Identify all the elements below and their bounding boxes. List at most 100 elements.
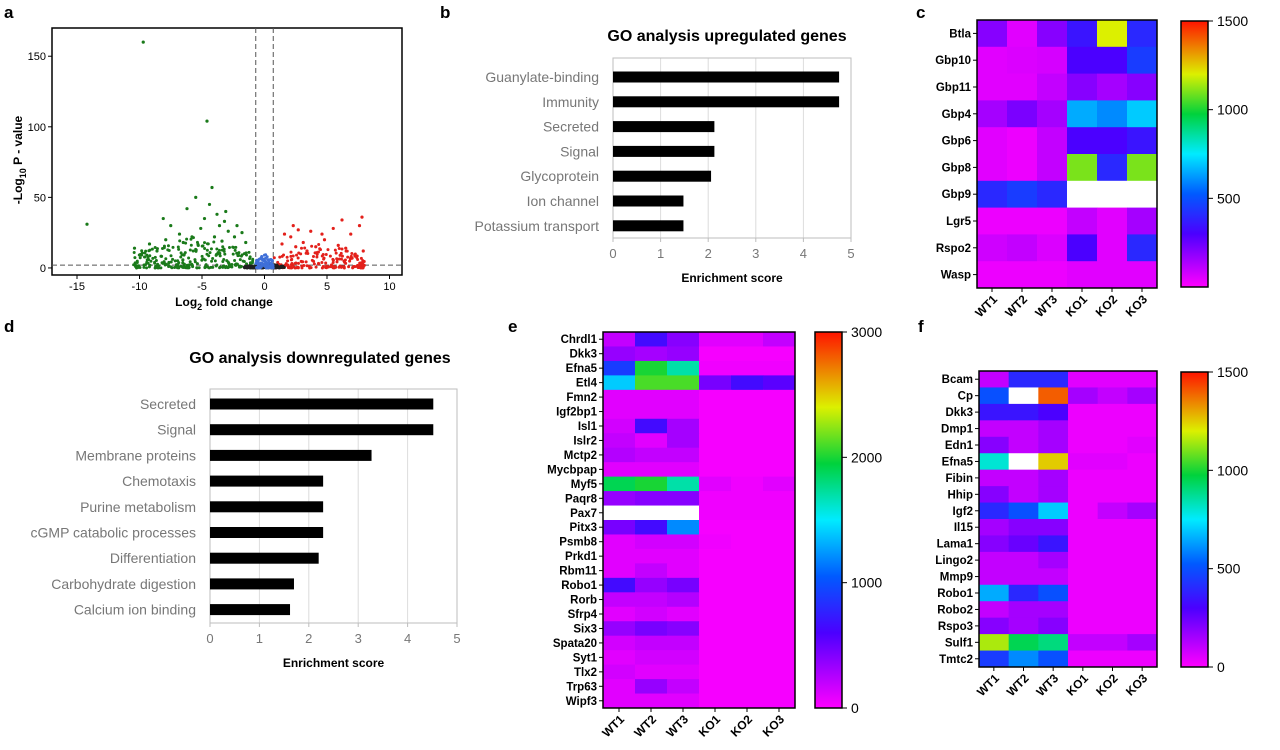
heatmap-f-cell	[1097, 453, 1128, 471]
heatmap-e: Chrdl1 Dkk3 Efna5 Etl4 Fmn2 Igf2bp1 Isl1 Islr2 M…	[547, 324, 882, 740]
volcano-point-downregulated	[176, 245, 180, 249]
volcano-point-downregulated	[162, 244, 166, 248]
volcano-point-upregulated	[346, 255, 350, 259]
volcano-point-upregulated	[358, 264, 362, 268]
volcano-point-upregulated	[356, 258, 360, 262]
heatmap-c-cell	[1067, 46, 1098, 75]
heatmap-f-cell	[1038, 486, 1069, 504]
heatmap-f-cell	[979, 371, 1010, 388]
heatmap-c-cell	[1067, 207, 1098, 235]
heatmap-e-cell	[731, 664, 764, 680]
heatmap-e-cell	[763, 332, 796, 347]
heatmap-e-cell	[667, 476, 700, 492]
volcano-point-downregulated	[212, 240, 216, 244]
volcano-point-downregulated	[227, 245, 231, 249]
heatmap-f-cell	[1068, 403, 1099, 421]
heatmap-c-cell	[1127, 127, 1158, 155]
volcano-point-upregulated	[324, 253, 328, 257]
volcano-point-upregulated	[300, 266, 304, 270]
volcano-point-upregulated	[353, 253, 357, 257]
volcano-point-downregulated	[155, 249, 159, 253]
go-down-x-tick-label-3: 3	[355, 631, 362, 646]
volcano-point-upregulated	[303, 246, 307, 250]
volcano-point-downregulated	[181, 258, 185, 262]
volcano-point-upregulated	[286, 259, 290, 263]
heatmap-e-colorbar-tick-label: 2000	[851, 449, 882, 465]
volcano-point-upregulated	[304, 260, 308, 264]
volcano-point-downregulated	[247, 250, 251, 254]
go-down-x-tick-label-5: 5	[453, 631, 460, 646]
heatmap-e-cell	[635, 447, 668, 463]
heatmap-e-row-label: Sfrp4	[568, 609, 598, 621]
volcano-point-upregulated	[359, 256, 363, 260]
heatmap-c-cell	[1127, 20, 1158, 48]
heatmap-e-cell	[635, 462, 668, 478]
volcano-point-downregulated	[155, 265, 159, 269]
heatmap-e-cell	[731, 447, 764, 463]
heatmap-f-cell	[1097, 371, 1128, 388]
volcano-point-downregulated	[147, 249, 151, 253]
volcano-point-upregulated	[296, 228, 300, 232]
volcano-point-downregulated	[188, 248, 192, 252]
volcano-point-not-significant	[274, 266, 278, 270]
heatmap-f-cell	[1068, 568, 1099, 586]
heatmap-f-cell	[1008, 436, 1039, 454]
heatmap-c-colorbar-tick-label: 1500	[1217, 13, 1248, 29]
volcano-point-upregulated	[312, 262, 316, 266]
volcano-point-downregulated	[205, 119, 209, 123]
heatmap-f-cell	[1068, 387, 1099, 405]
heatmap-c-cell	[1097, 180, 1128, 209]
volcano-point-upregulated	[301, 260, 305, 264]
heatmap-c-cell	[1097, 127, 1128, 155]
heatmap-e-cell	[603, 462, 636, 478]
heatmap-f-cell	[1068, 584, 1099, 602]
volcano-point-downregulated	[210, 185, 214, 190]
volcano-point-downregulated	[153, 255, 157, 259]
volcano-point-downregulated	[171, 257, 175, 261]
heatmap-f-cell	[1127, 420, 1158, 438]
volcano-point-upregulated	[278, 255, 282, 259]
heatmap-e-cell	[667, 332, 700, 347]
heatmap-f-cell	[1127, 584, 1158, 602]
heatmap-c-row-label: Gbp9	[942, 189, 971, 201]
volcano-point-upregulated	[289, 235, 293, 239]
volcano-point-upregulated	[338, 253, 342, 257]
volcano-point-downregulated	[132, 246, 137, 250]
heatmap-f-cell	[1038, 436, 1069, 454]
heatmap-e-cell	[635, 418, 668, 434]
heatmap-f-row-label: Hhip	[947, 489, 973, 501]
heatmap-c-cell	[1007, 261, 1038, 289]
volcano-point-upregulated	[342, 265, 346, 269]
heatmap-f-cell	[1097, 486, 1128, 504]
heatmap-f-cell	[1068, 420, 1099, 438]
heatmap-e-row-label: Fmn2	[566, 392, 597, 404]
volcano-point-downregulated	[195, 262, 199, 266]
volcano-point-downregulated	[155, 247, 159, 251]
volcano-point-upregulated	[289, 254, 293, 258]
heatmap-e-cell	[699, 606, 732, 622]
volcano-point-upregulated	[331, 226, 335, 231]
heatmap-c-cell	[1007, 207, 1038, 235]
heatmap-e-cell	[699, 635, 732, 651]
heatmap-f-cell	[1038, 601, 1069, 619]
heatmap-e-cell	[731, 505, 764, 521]
heatmap-c-cell	[1067, 154, 1098, 182]
volcano-point-downregulated	[190, 235, 194, 239]
heatmap-c-cell	[1127, 46, 1158, 75]
volcano-point-fold-change-filtered	[265, 266, 269, 270]
volcano-point-upregulated	[293, 266, 297, 270]
heatmap-c-cell	[977, 46, 1008, 75]
volcano-point-downregulated	[133, 256, 137, 260]
volcano-point-downregulated	[162, 260, 166, 264]
panel-label-a: a	[4, 3, 14, 22]
volcano-point-upregulated	[314, 245, 318, 249]
heatmap-c-row-label: Gbp4	[942, 109, 972, 121]
heatmap-e-row-label: Psmb8	[559, 537, 597, 549]
volcano-point-upregulated	[289, 250, 293, 254]
heatmap-e-cell	[667, 491, 700, 507]
go-down-x-tick-label-1: 1	[256, 631, 263, 646]
volcano-point-downregulated	[173, 259, 177, 263]
volcano-point-fold-change-filtered	[264, 256, 268, 260]
volcano-point-downregulated	[221, 245, 225, 249]
heatmap-f-cell	[1008, 519, 1039, 536]
